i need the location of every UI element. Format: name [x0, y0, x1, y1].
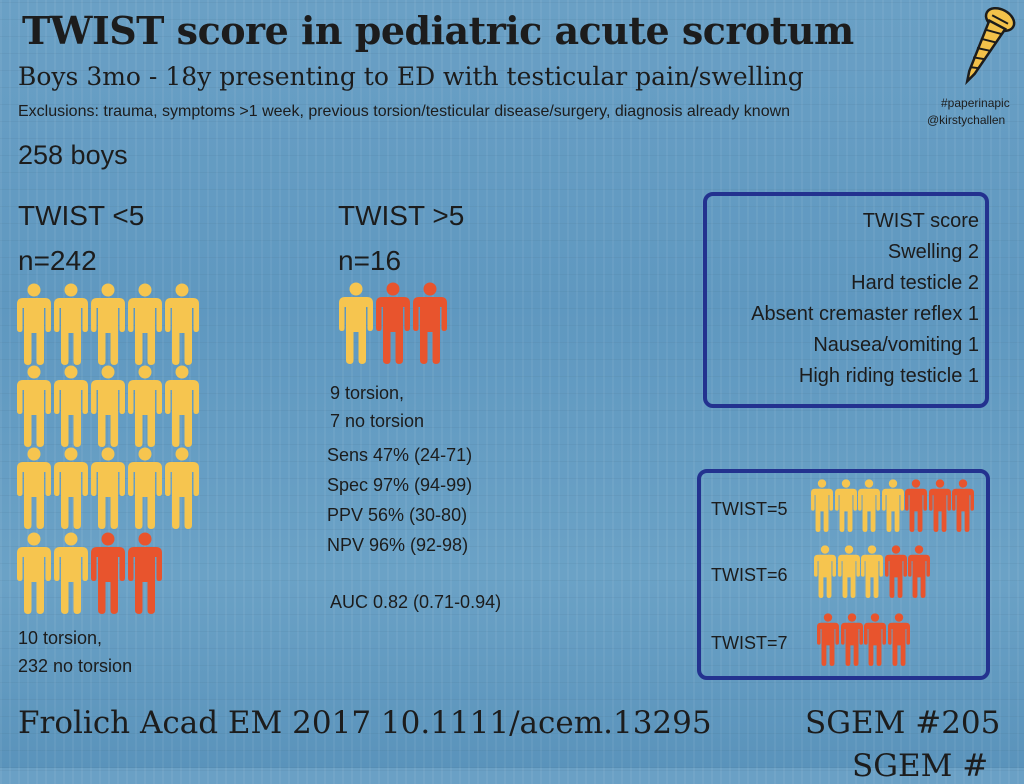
person-no-torsion-icon — [811, 479, 833, 532]
person-no-torsion-icon — [54, 447, 88, 529]
twist-score-box: TWIST score Swelling 2 Hard testicle 2 A… — [703, 192, 989, 408]
person-torsion-icon — [864, 613, 886, 666]
hashtag-paperinapic: #paperinapic — [941, 96, 1010, 110]
auc: AUC 0.82 (0.71-0.94) — [330, 592, 502, 612]
person-torsion-icon — [413, 282, 447, 364]
citation: Frolich Acad EM 2017 10.1111/acem.13295 — [18, 705, 712, 741]
score-item-swelling: Swelling 2 — [887, 241, 979, 263]
low-group-label: TWIST <5 — [18, 200, 145, 231]
twist-7-label: TWIST=7 — [711, 633, 788, 653]
person-no-torsion-icon — [339, 282, 373, 364]
subtitle: Boys 3mo - 18y presenting to ED with tes… — [18, 62, 804, 91]
person-no-torsion-icon — [17, 447, 51, 529]
person-torsion-icon — [376, 282, 410, 364]
low-group-count: n=242 — [18, 245, 97, 276]
low-torsion-count: 10 torsion, — [18, 628, 103, 648]
score-item-hard-testicle: Hard testicle 2 — [851, 272, 979, 294]
person-torsion-icon — [952, 479, 974, 532]
person-no-torsion-icon — [128, 283, 162, 365]
high-group-label: TWIST >5 — [338, 200, 465, 231]
score-box-title: TWIST score — [862, 210, 979, 232]
person-no-torsion-icon — [834, 479, 857, 532]
person-torsion-icon — [128, 532, 162, 614]
person-no-torsion-icon — [17, 532, 51, 614]
person-no-torsion-icon — [91, 365, 125, 447]
ppv: PPV 56% (30-80) — [327, 505, 468, 525]
person-no-torsion-icon — [54, 532, 88, 614]
twist-5-label: TWIST=5 — [711, 499, 788, 519]
person-no-torsion-icon — [54, 365, 88, 447]
sgem-number-cut: SGEM # — [852, 748, 989, 784]
high-no-torsion-count: 7 no torsion — [330, 411, 425, 431]
twist-breakdown-box: TWIST=5 TWIST=6 TWIST=7 — [697, 469, 990, 680]
person-torsion-icon — [884, 545, 907, 598]
hashtag-author: @kirstychallen — [927, 113, 1006, 127]
person-torsion-icon — [887, 613, 910, 666]
score-item-nausea: Nausea/vomiting 1 — [813, 334, 979, 356]
person-no-torsion-icon — [17, 283, 51, 365]
person-no-torsion-icon — [165, 283, 199, 365]
person-no-torsion-icon — [54, 283, 88, 365]
total-count: 258 boys — [18, 140, 128, 170]
person-no-torsion-icon — [91, 283, 125, 365]
person-no-torsion-icon — [128, 365, 162, 447]
page-title: TWIST score in pediatric acute scrotum — [22, 8, 854, 53]
person-torsion-icon — [817, 613, 839, 666]
sgem-number: SGEM #205 — [805, 705, 1001, 741]
person-no-torsion-icon — [861, 545, 883, 598]
score-item-absent-cremaster: Absent cremaster reflex 1 — [751, 303, 979, 325]
person-no-torsion-icon — [858, 479, 880, 532]
person-torsion-icon — [928, 479, 951, 532]
npv: NPV 96% (92-98) — [327, 535, 469, 555]
high-torsion-count: 9 torsion, — [330, 383, 405, 403]
specificity: Spec 97% (94-99) — [327, 475, 473, 495]
person-no-torsion-icon — [165, 447, 199, 529]
twist-6-label: TWIST=6 — [711, 565, 788, 585]
person-no-torsion-icon — [814, 545, 836, 598]
person-no-torsion-icon — [837, 545, 860, 598]
person-no-torsion-icon — [128, 447, 162, 529]
sensitivity: Sens 47% (24-71) — [327, 445, 473, 465]
person-torsion-icon — [905, 479, 927, 532]
person-torsion-icon — [840, 613, 863, 666]
person-torsion-icon — [908, 545, 930, 598]
score-item-high-riding: High riding testicle 1 — [798, 365, 979, 387]
person-torsion-icon — [91, 532, 125, 614]
person-no-torsion-icon — [165, 365, 199, 447]
screw-icon — [965, 6, 1016, 86]
person-no-torsion-icon — [17, 365, 51, 447]
person-no-torsion-icon — [881, 479, 904, 532]
low-no-torsion-count: 232 no torsion — [18, 656, 133, 676]
exclusions-text: Exclusions: trauma, symptoms >1 week, pr… — [18, 103, 791, 120]
high-group-count: n=16 — [338, 245, 402, 276]
person-no-torsion-icon — [91, 447, 125, 529]
